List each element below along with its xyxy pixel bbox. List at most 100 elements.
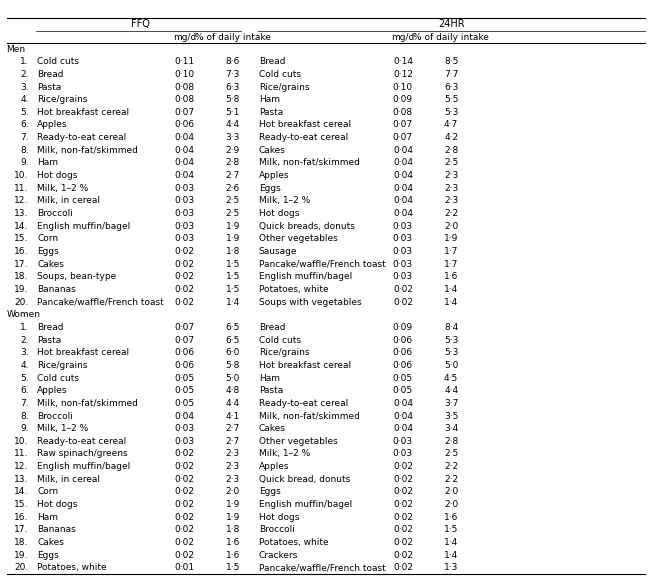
Text: 1·4: 1·4: [444, 551, 458, 560]
Text: Ham: Ham: [259, 95, 280, 104]
Text: 4·5: 4·5: [444, 374, 458, 383]
Text: 0·02: 0·02: [175, 538, 194, 547]
Text: 0·02: 0·02: [393, 500, 413, 509]
Text: Milk, non-fat/skimmed: Milk, non-fat/skimmed: [259, 158, 360, 168]
Text: 0·02: 0·02: [393, 513, 413, 522]
Text: 2·7: 2·7: [226, 424, 240, 433]
Text: Pasta: Pasta: [37, 336, 61, 345]
Text: 3·7: 3·7: [444, 399, 458, 408]
Text: 1·6: 1·6: [226, 538, 240, 547]
Text: 0·04: 0·04: [393, 424, 413, 433]
Text: 13.: 13.: [14, 209, 29, 218]
Text: 12.: 12.: [14, 197, 29, 205]
Text: 2·3: 2·3: [444, 171, 458, 180]
Text: 2·3: 2·3: [226, 450, 240, 458]
Text: Other vegetables: Other vegetables: [259, 234, 338, 244]
Text: 5·1: 5·1: [226, 108, 240, 117]
Text: 2.: 2.: [20, 336, 29, 345]
Text: 2·0: 2·0: [444, 222, 458, 231]
Text: 0·02: 0·02: [175, 298, 194, 307]
Text: 1·5: 1·5: [226, 260, 240, 269]
Text: 2·3: 2·3: [226, 475, 240, 484]
Text: Cold cuts: Cold cuts: [259, 336, 301, 345]
Text: Crackers: Crackers: [259, 551, 298, 560]
Text: 1·5: 1·5: [444, 525, 458, 534]
Text: Hot dogs: Hot dogs: [259, 513, 299, 522]
Text: 4·7: 4·7: [444, 121, 458, 129]
Text: Bread: Bread: [259, 57, 286, 66]
Text: Pancake/waffle/French toast: Pancake/waffle/French toast: [259, 260, 385, 269]
Text: 9.: 9.: [20, 158, 29, 168]
Text: 1·7: 1·7: [444, 260, 458, 269]
Text: Bread: Bread: [259, 323, 286, 332]
Text: 0·03: 0·03: [393, 450, 413, 458]
Text: 0·02: 0·02: [175, 285, 194, 294]
Text: Hot breakfast cereal: Hot breakfast cereal: [37, 108, 129, 117]
Text: Sausage: Sausage: [259, 247, 297, 256]
Text: 2·5: 2·5: [444, 158, 458, 168]
Text: 0·04: 0·04: [175, 412, 194, 420]
Text: 10.: 10.: [14, 171, 29, 180]
Text: 8.: 8.: [20, 412, 29, 420]
Text: 5.: 5.: [20, 108, 29, 117]
Text: 1·6: 1·6: [444, 513, 458, 522]
Text: Pasta: Pasta: [259, 108, 283, 117]
Text: 0·04: 0·04: [393, 399, 413, 408]
Text: 2·2: 2·2: [444, 475, 458, 484]
Text: 4·4: 4·4: [226, 121, 240, 129]
Text: 0·02: 0·02: [175, 475, 194, 484]
Text: Eggs: Eggs: [259, 184, 280, 193]
Text: 0·09: 0·09: [393, 323, 413, 332]
Text: 0·03: 0·03: [393, 260, 413, 269]
Text: 9.: 9.: [20, 424, 29, 433]
Text: 0·02: 0·02: [175, 525, 194, 534]
Text: Milk, in cereal: Milk, in cereal: [37, 475, 100, 484]
Text: Apples: Apples: [259, 462, 289, 471]
Text: 0·07: 0·07: [393, 121, 413, 129]
Text: mg/d: mg/d: [391, 32, 415, 42]
Text: Eggs: Eggs: [37, 247, 59, 256]
Text: Milk, non-fat/skimmed: Milk, non-fat/skimmed: [37, 399, 138, 408]
Text: 0·04: 0·04: [393, 171, 413, 180]
Text: 2·6: 2·6: [226, 184, 240, 193]
Text: Milk, non-fat/skimmed: Milk, non-fat/skimmed: [37, 146, 138, 155]
Text: 0·04: 0·04: [393, 197, 413, 205]
Text: 2·8: 2·8: [444, 437, 458, 446]
Text: 0·06: 0·06: [393, 348, 413, 357]
Text: 1·4: 1·4: [444, 285, 458, 294]
Text: 5.: 5.: [20, 374, 29, 383]
Text: 0·07: 0·07: [175, 323, 194, 332]
Text: 2.: 2.: [20, 70, 29, 79]
Text: 5·5: 5·5: [444, 95, 458, 104]
Text: 0·03: 0·03: [175, 184, 194, 193]
Text: 1·9: 1·9: [226, 513, 240, 522]
Text: 1·7: 1·7: [444, 247, 458, 256]
Text: Soups, bean-type: Soups, bean-type: [37, 273, 117, 281]
Text: 0·05: 0·05: [175, 399, 194, 408]
Text: 11.: 11.: [14, 450, 29, 458]
Text: 10.: 10.: [14, 437, 29, 446]
Text: Rice/grains: Rice/grains: [259, 82, 309, 92]
Text: 0·06: 0·06: [393, 361, 413, 370]
Text: 4·4: 4·4: [444, 386, 458, 395]
Text: 0·02: 0·02: [393, 551, 413, 560]
Text: 5·3: 5·3: [444, 348, 458, 357]
Text: 0·07: 0·07: [393, 133, 413, 142]
Text: Other vegetables: Other vegetables: [259, 437, 338, 446]
Text: 16.: 16.: [14, 513, 29, 522]
Text: English muffin/bagel: English muffin/bagel: [259, 273, 352, 281]
Text: 6.: 6.: [20, 121, 29, 129]
Text: Ready-to-eat cereal: Ready-to-eat cereal: [37, 437, 126, 446]
Text: 6·5: 6·5: [226, 323, 240, 332]
Text: 2·0: 2·0: [226, 487, 240, 496]
Text: 12.: 12.: [14, 462, 29, 471]
Text: Cold cuts: Cold cuts: [37, 374, 79, 383]
Text: 0·06: 0·06: [175, 348, 194, 357]
Text: 14.: 14.: [14, 487, 29, 496]
Text: 0·03: 0·03: [393, 222, 413, 231]
Text: 5·3: 5·3: [444, 336, 458, 345]
Text: 1·9: 1·9: [226, 234, 240, 244]
Text: 8·6: 8·6: [226, 57, 240, 66]
Text: Ready-to-eat cereal: Ready-to-eat cereal: [259, 399, 348, 408]
Text: Soups with vegetables: Soups with vegetables: [259, 298, 361, 307]
